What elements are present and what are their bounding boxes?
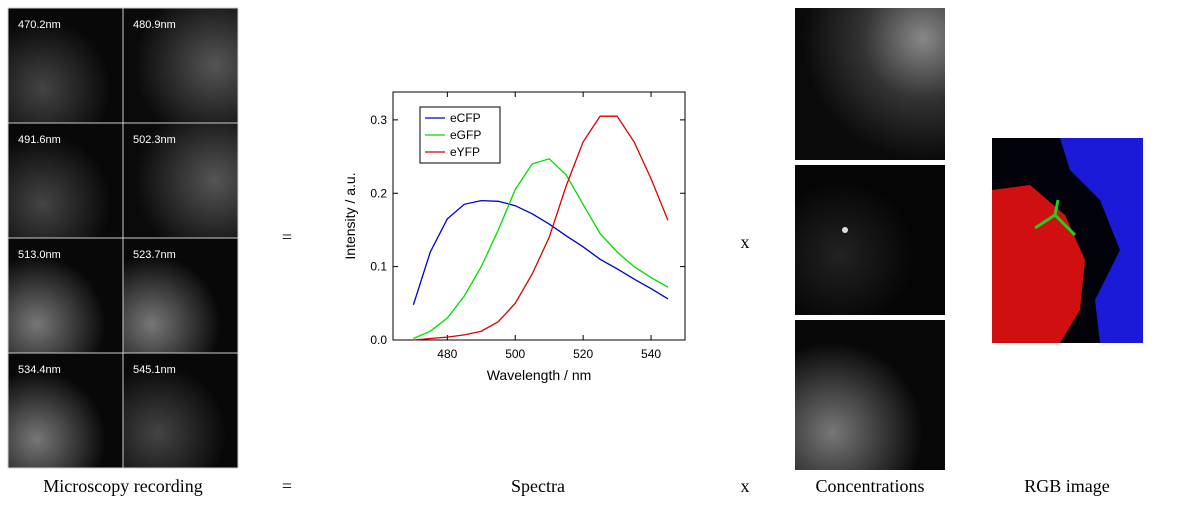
series-line [413,115,669,341]
y-tick-label: 0.3 [370,113,387,127]
concentration-image [795,320,945,470]
series-line [412,199,669,305]
rgb-green [1034,199,1077,237]
operator: = [282,227,292,247]
y-axis-label: Intensity / a.u. [342,172,358,259]
caption: Concentrations [816,476,925,496]
caption: RGB image [1024,476,1110,496]
recording-tile [7,352,124,469]
tile-label: 534.4nm [18,364,61,376]
recording-tile [7,7,124,124]
plot-frame [392,91,686,341]
caption: x [741,476,750,496]
operator: x [741,232,750,252]
x-tick-label: 540 [641,347,661,361]
tile-label: 470.2nm [18,19,61,31]
rgb-red [992,185,1085,343]
x-tick-label: 520 [573,347,593,361]
x-axis-label: Wavelength / nm [487,367,592,383]
chart: 480 500 520 540 0.0 0.1 0.2 0.3 Wavelength / nm I… [342,91,686,383]
x-tick-label: 500 [505,347,525,361]
recording-tile [7,122,124,239]
tile-label: 480.9nm [133,19,176,31]
caption: Spectra [511,476,565,496]
tile-label: 513.0nm [18,249,61,261]
legend-label: eYFP [450,145,480,159]
y-tick-label: 0.0 [370,333,387,347]
legend-label: eCFP [450,111,481,125]
concentration-image [795,165,945,315]
tile-label: 491.6nm [18,134,61,146]
tile-label: 502.3nm [133,134,176,146]
rgb-blue [1060,138,1143,343]
legend-label: eGFP [450,128,481,142]
recording-tile [7,237,124,354]
caption: Microscopy recording [43,476,202,496]
series-line [413,158,669,340]
caption: = [282,476,292,496]
recording-tile [122,352,239,469]
concentration-image [795,8,945,160]
tile-label: 545.1nm [133,364,176,376]
y-tick-label: 0.2 [370,186,387,200]
tile-label: 523.7nm [133,249,176,261]
recording-tile [122,7,239,124]
recording-tile [122,122,239,239]
cell [842,227,848,233]
y-tick-label: 0.1 [370,260,387,274]
x-tick-label: 480 [437,347,457,361]
